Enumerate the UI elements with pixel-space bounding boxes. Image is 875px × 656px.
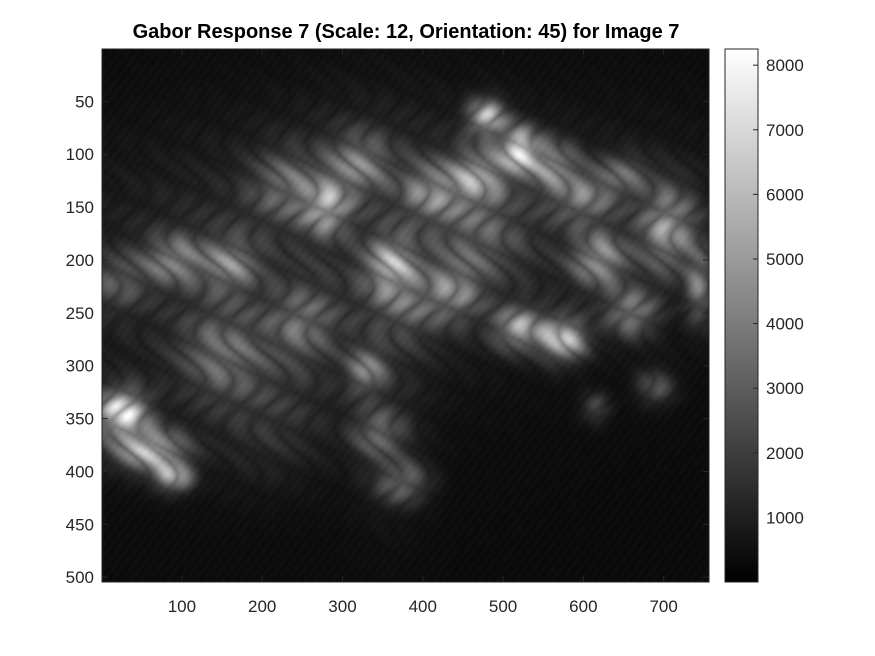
x-tick-label: 700: [649, 597, 677, 616]
colorbar-tick-label: 3000: [766, 379, 804, 398]
colorbar-gradient: [725, 49, 758, 582]
plot-area[interactable]: [101, 48, 710, 583]
colorbar-tick-label: 2000: [766, 444, 804, 463]
y-tick-label: 300: [66, 357, 94, 376]
colorbar-tick-label: 1000: [766, 508, 804, 527]
x-tick-label: 400: [409, 597, 437, 616]
y-tick-label: 400: [66, 462, 94, 481]
y-tick-label: 250: [66, 304, 94, 323]
y-tick-label: 500: [66, 568, 94, 587]
x-tick-label: 100: [168, 597, 196, 616]
colorbar-tick-label: 4000: [766, 315, 804, 334]
colorbar-tick-label: 8000: [766, 56, 804, 75]
colorbar[interactable]: 1000 2000 3000 4000 5000 6000 7000 8000: [724, 48, 804, 583]
colorbar-tick-label: 5000: [766, 250, 804, 269]
x-tick-label: 300: [328, 597, 356, 616]
axes-box: [101, 48, 710, 583]
y-tick-label: 100: [66, 145, 94, 164]
x-tick-label: 600: [569, 597, 597, 616]
heatmap-image-container: [102, 49, 709, 582]
heatmap-image[interactable]: [102, 49, 709, 582]
y-tick-label: 50: [75, 92, 94, 111]
y-tick-label: 450: [66, 515, 94, 534]
y-tick-label: 350: [66, 410, 94, 429]
y-tick-label: 200: [66, 251, 94, 270]
colorbar-tick-label: 7000: [766, 121, 804, 140]
colorbar-box: [724, 48, 759, 583]
colorbar-ticks: 1000 2000 3000 4000 5000 6000 7000 8000: [753, 56, 804, 527]
x-tick-label: 200: [248, 597, 276, 616]
chart-title: Gabor Response 7 (Scale: 12, Orientation…: [133, 21, 680, 43]
y-axis: 50 100 150 200 250 300 350 400 450 500: [66, 92, 709, 587]
y-tick-label: 150: [66, 198, 94, 217]
colorbar-tick-label: 6000: [766, 185, 804, 204]
x-axis: 100 200 300 400 500 600 700: [168, 49, 678, 616]
x-tick-label: 500: [489, 597, 517, 616]
